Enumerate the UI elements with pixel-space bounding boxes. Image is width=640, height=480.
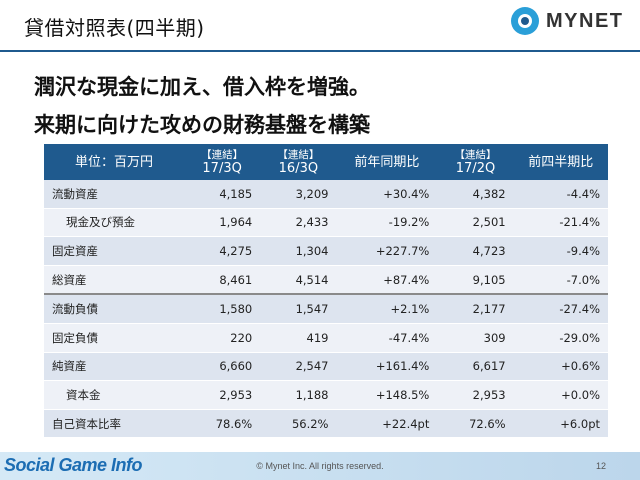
cell-17-3q: 1,964 xyxy=(184,208,261,238)
row-label: 固定負債 xyxy=(44,323,184,353)
row-label: 総資産 xyxy=(44,265,184,295)
cell-17-2q: 309 xyxy=(437,323,514,353)
table-row: 固定負債 220 419 -47.4% 309 -29.0% xyxy=(44,323,608,353)
cell-16-3q: 2,547 xyxy=(260,352,337,382)
cell-qoq: -21.4% xyxy=(513,208,608,238)
table-row: 流動資産 4,185 3,209 +30.4% 4,382 -4.4% xyxy=(44,180,608,209)
cell-yoy: +227.7% xyxy=(336,236,438,266)
balance-sheet-table: 単位：百万円 【連結】 17/3Q 【連結】 16/3Q 前年同期比 【連結】 17/… xyxy=(44,144,608,439)
table-row: 固定資産 4,275 1,304 +227.7% 4,723 -9.4% xyxy=(44,236,608,266)
cell-17-3q: 1,580 xyxy=(184,293,261,324)
social-game-info-logo: Social Game Info xyxy=(4,455,143,475)
cell-16-3q: 2,433 xyxy=(260,208,337,238)
row-label: 自己資本比率 xyxy=(44,409,184,439)
cell-qoq: +0.6% xyxy=(513,352,608,382)
cell-yoy: -19.2% xyxy=(336,208,438,238)
column-header-16-3q: 【連結】 16/3Q xyxy=(260,144,337,180)
cell-17-2q: 4,382 xyxy=(437,180,514,209)
cell-16-3q: 1,188 xyxy=(260,380,337,410)
copyright-text: © Mynet Inc. All rights reserved. xyxy=(256,461,384,471)
table-row: 現金及び預金 1,964 2,433 -19.2% 2,501 -21.4% xyxy=(44,208,608,238)
cell-yoy: +161.4% xyxy=(336,352,438,382)
cell-qoq: +0.0% xyxy=(513,380,608,410)
cell-16-3q: 3,209 xyxy=(260,180,337,209)
cell-16-3q: 56.2% xyxy=(260,409,337,439)
cell-qoq: -4.4% xyxy=(513,180,608,209)
cell-16-3q: 4,514 xyxy=(260,265,337,295)
cell-17-2q: 2,177 xyxy=(437,293,514,324)
row-label: 資本金 xyxy=(44,380,184,410)
row-label: 現金及び預金 xyxy=(44,208,184,238)
title-divider xyxy=(0,50,640,52)
row-label: 純資産 xyxy=(44,352,184,382)
cell-17-2q: 2,953 xyxy=(437,380,514,410)
column-header-qoq: 前四半期比 xyxy=(513,144,608,180)
page-number: 12 xyxy=(596,461,607,471)
slide-title: 貸借対照表(四半期) xyxy=(24,16,205,40)
row-label: 固定資産 xyxy=(44,236,184,266)
cell-yoy: +30.4% xyxy=(336,180,438,209)
logo-text: MYNET xyxy=(546,9,624,32)
cell-17-3q: 8,461 xyxy=(184,265,261,295)
company-logo: MYNET xyxy=(510,6,624,36)
row-label: 流動負債 xyxy=(44,293,184,324)
cell-17-2q: 72.6% xyxy=(437,409,514,439)
cell-yoy: +87.4% xyxy=(336,265,438,295)
headline: 潤沢な現金に加え、借入枠を増強。 来期に向けた攻めの財務基盤を構築 xyxy=(34,68,370,144)
column-header-yoy: 前年同期比 xyxy=(336,144,438,180)
cell-17-3q: 2,953 xyxy=(184,380,261,410)
column-header-unit: 単位：百万円 xyxy=(44,144,184,180)
cell-17-3q: 220 xyxy=(184,323,261,353)
cell-qoq: -9.4% xyxy=(513,236,608,266)
cell-16-3q: 1,304 xyxy=(260,236,337,266)
table-row: 流動負債 1,580 1,547 +2.1% 2,177 -27.4% xyxy=(44,293,608,324)
row-label: 流動資産 xyxy=(44,180,184,209)
table-header-row: 単位：百万円 【連結】 17/3Q 【連結】 16/3Q 前年同期比 【連結】 17/… xyxy=(44,144,608,180)
cell-qoq: +6.0pt xyxy=(513,409,608,439)
cell-17-2q: 6,617 xyxy=(437,352,514,382)
mynet-logo-icon xyxy=(511,7,539,35)
cell-qoq: -29.0% xyxy=(513,323,608,353)
headline-line-1: 潤沢な現金に加え、借入枠を増強。 xyxy=(34,75,370,99)
table-row: 総資産 8,461 4,514 +87.4% 9,105 -7.0% xyxy=(44,265,608,295)
column-header-17-3q: 【連結】 17/3Q xyxy=(184,144,261,180)
cell-17-3q: 4,185 xyxy=(184,180,261,209)
cell-qoq: -7.0% xyxy=(513,265,608,295)
cell-17-3q: 6,660 xyxy=(184,352,261,382)
cell-17-2q: 2,501 xyxy=(437,208,514,238)
table-row: 自己資本比率 78.6% 56.2% +22.4pt 72.6% +6.0pt xyxy=(44,409,608,439)
column-header-17-2q: 【連結】 17/2Q xyxy=(437,144,514,180)
headline-line-2: 来期に向けた攻めの財務基盤を構築 xyxy=(34,113,370,137)
cell-qoq: -27.4% xyxy=(513,293,608,324)
footer-bar xyxy=(0,452,640,480)
cell-16-3q: 419 xyxy=(260,323,337,353)
cell-yoy: +148.5% xyxy=(336,380,438,410)
table-row: 純資産 6,660 2,547 +161.4% 6,617 +0.6% xyxy=(44,352,608,382)
cell-17-3q: 4,275 xyxy=(184,236,261,266)
cell-17-2q: 9,105 xyxy=(437,265,514,295)
cell-17-3q: 78.6% xyxy=(184,409,261,439)
table-row: 資本金 2,953 1,188 +148.5% 2,953 +0.0% xyxy=(44,380,608,410)
cell-yoy: +22.4pt xyxy=(336,409,438,439)
cell-yoy: -47.4% xyxy=(336,323,438,353)
cell-16-3q: 1,547 xyxy=(260,293,337,324)
cell-17-2q: 4,723 xyxy=(437,236,514,266)
cell-yoy: +2.1% xyxy=(336,293,438,324)
